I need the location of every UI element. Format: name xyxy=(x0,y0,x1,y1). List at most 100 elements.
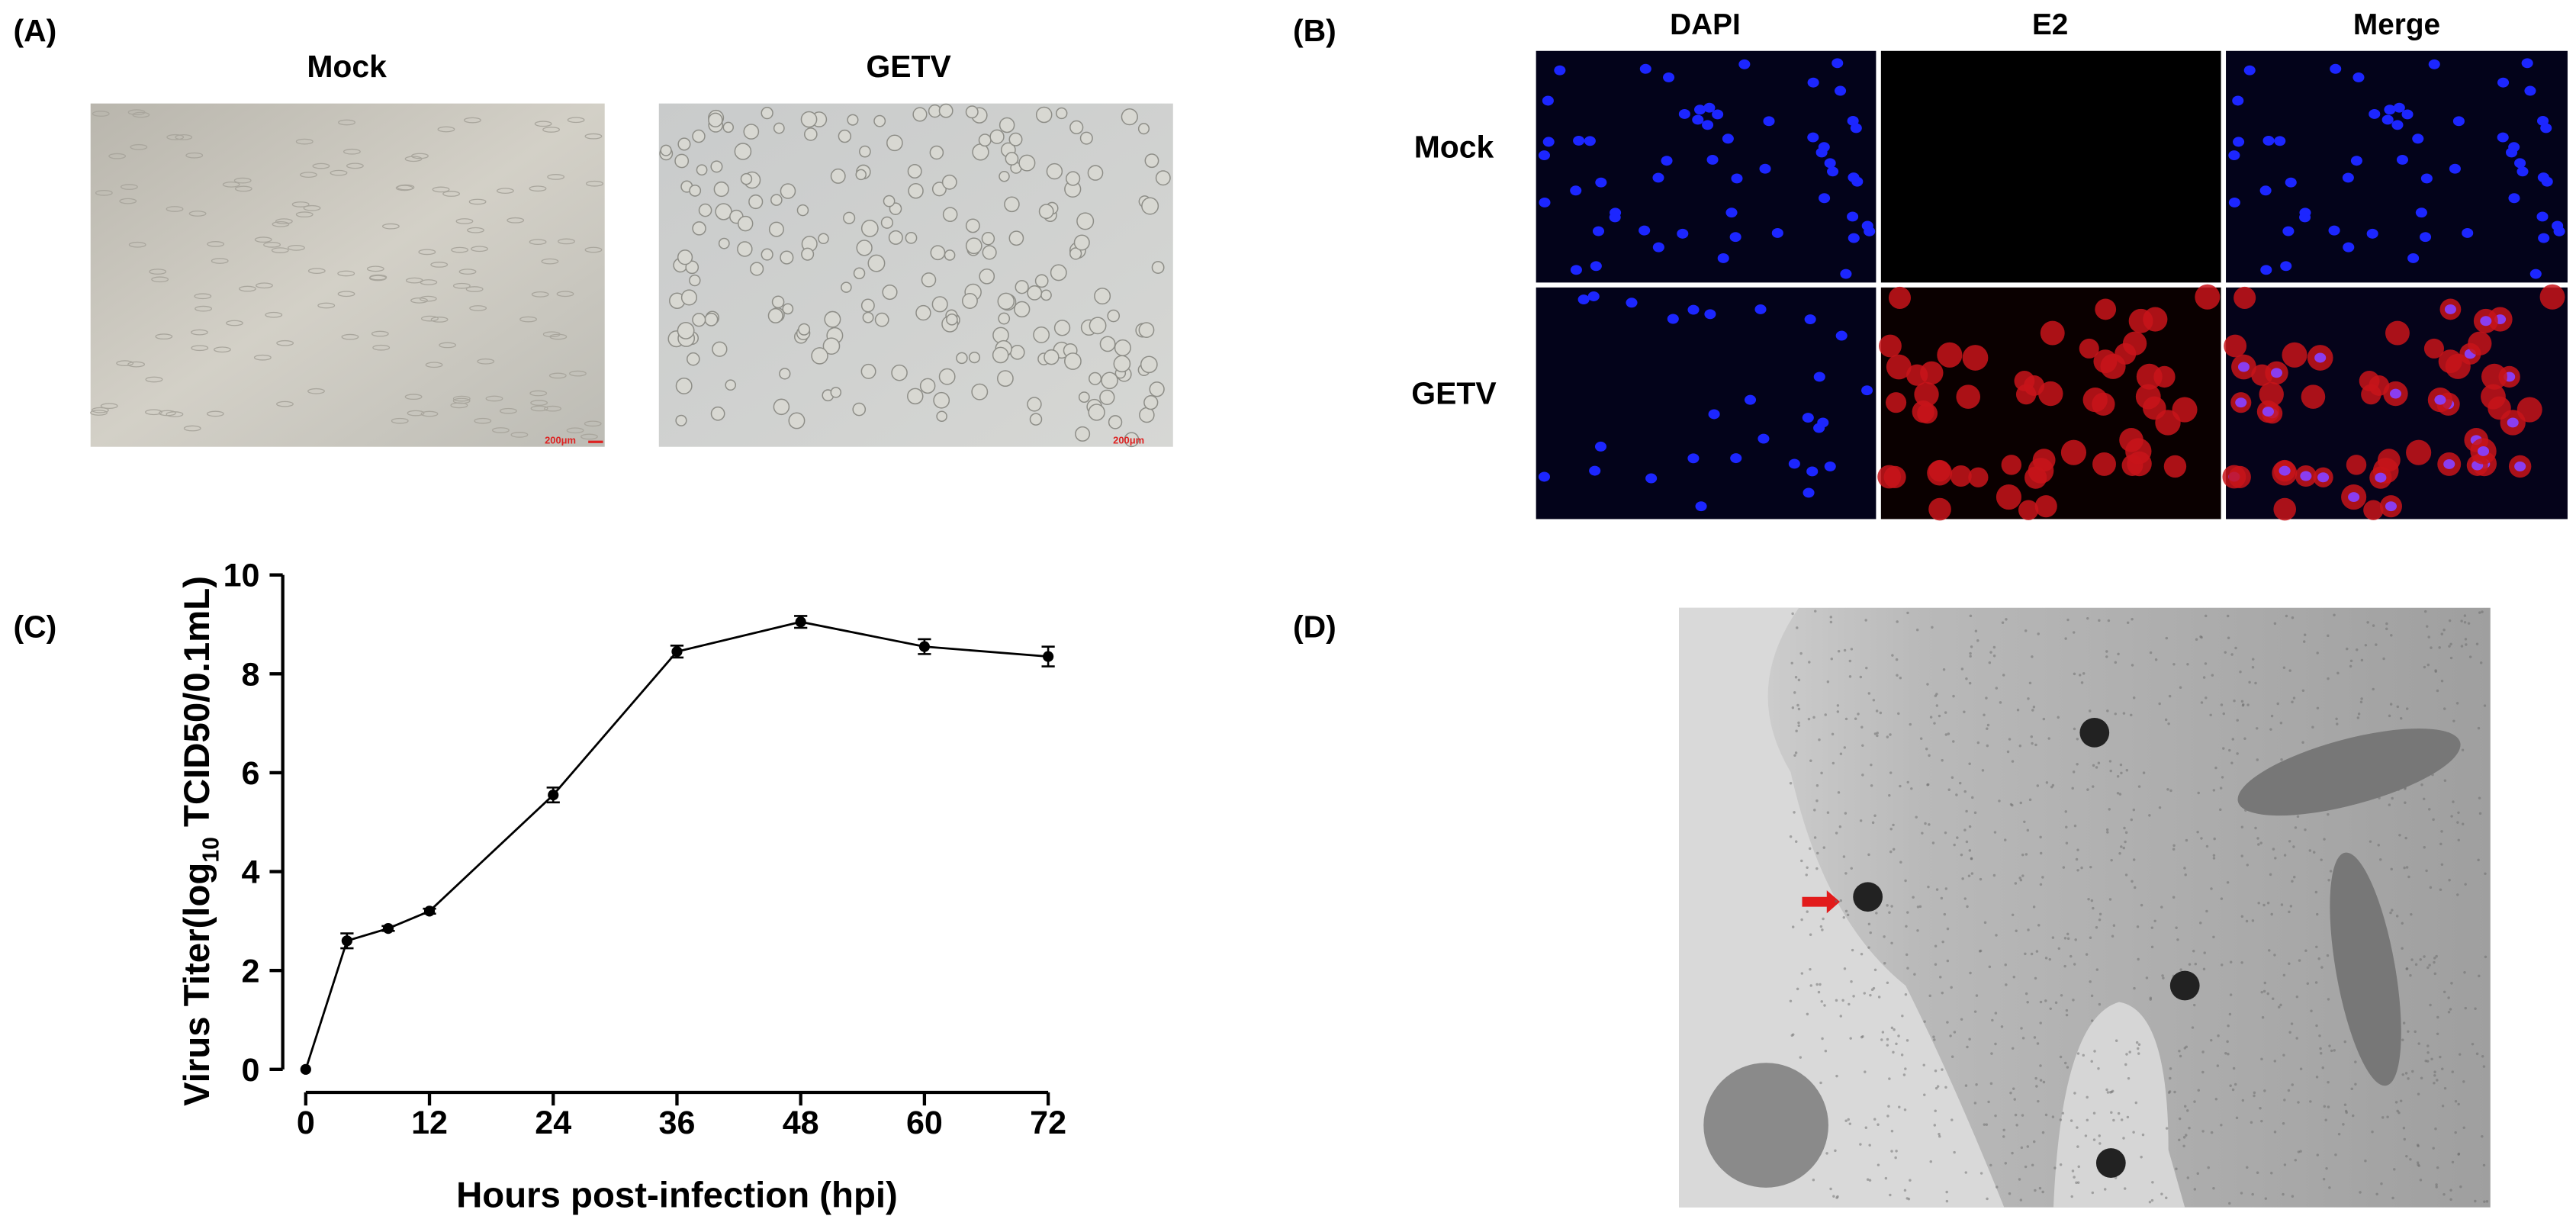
cell xyxy=(531,291,549,298)
cell xyxy=(295,211,314,218)
cell xyxy=(942,207,958,222)
em-grain xyxy=(1797,707,1801,711)
nucleus xyxy=(2235,397,2247,408)
em-grain xyxy=(1935,888,1939,891)
em-grain xyxy=(1968,849,1972,852)
em-grain xyxy=(1946,959,1950,963)
em-grain xyxy=(2449,1008,2452,1011)
cell xyxy=(404,394,423,400)
em-grain xyxy=(2236,752,2239,755)
nucleus xyxy=(2385,501,2397,512)
em-grain xyxy=(2130,818,2134,822)
em-grain xyxy=(2200,701,2204,704)
cell xyxy=(465,286,484,292)
em-grain xyxy=(2028,798,2032,802)
em-grain xyxy=(1815,867,1819,870)
em-grain xyxy=(2021,853,2024,857)
cell xyxy=(962,293,978,309)
em-grain xyxy=(1848,1122,1852,1125)
em-grain xyxy=(1876,734,1879,738)
em-grain xyxy=(1839,1015,1842,1018)
em-grain xyxy=(2403,1137,2406,1141)
em-grain xyxy=(2436,1079,2439,1082)
em-grain xyxy=(2426,1051,2430,1054)
em-grain xyxy=(2388,714,2391,718)
x-tick-label: 0 xyxy=(297,1105,315,1141)
em-grain xyxy=(2168,694,2172,698)
em-grain xyxy=(2078,674,2082,677)
nucleus xyxy=(2232,95,2244,106)
em-grain xyxy=(1986,727,1989,730)
cell xyxy=(1089,372,1102,385)
nucleus xyxy=(2517,166,2529,177)
cell xyxy=(852,402,867,417)
nucleus xyxy=(1712,109,1724,120)
em-grain xyxy=(2074,938,2077,941)
em-grain xyxy=(2326,954,2330,957)
em-grain xyxy=(1970,857,1973,860)
em-grain xyxy=(2256,727,2259,730)
em-grain xyxy=(1996,1185,1999,1189)
em-grain xyxy=(2391,1196,2394,1200)
em-grain xyxy=(1812,716,1815,719)
em-grain xyxy=(2031,741,2034,745)
em-grain xyxy=(1995,687,1999,690)
em-grain xyxy=(2073,1092,2076,1095)
em-grain xyxy=(2254,681,2257,685)
cell xyxy=(207,241,225,247)
em-grain xyxy=(2352,1114,2355,1118)
cell xyxy=(830,387,842,398)
cell xyxy=(873,114,886,127)
em-grain xyxy=(1927,885,1930,889)
cell xyxy=(698,203,712,217)
nucleus xyxy=(1763,116,1775,127)
em-grain xyxy=(2111,1089,2115,1093)
em-grain xyxy=(2119,763,2123,767)
nucleus xyxy=(1694,105,1706,115)
cell xyxy=(715,203,732,220)
em-grain xyxy=(1909,1179,1912,1182)
em-grain xyxy=(2098,619,2101,622)
em-grain xyxy=(2196,830,2199,834)
em-grain xyxy=(2179,686,2182,689)
nucleus xyxy=(1609,212,1621,223)
nucleus xyxy=(2342,172,2354,183)
cell xyxy=(818,233,829,245)
em-grain xyxy=(1806,1012,1809,1016)
cell xyxy=(905,231,918,244)
nucleus xyxy=(2317,472,2330,483)
em-grain xyxy=(2474,1199,2477,1203)
em-grain xyxy=(2169,1067,2172,1070)
nucleus xyxy=(2237,362,2250,372)
em-grain xyxy=(1934,1069,1938,1073)
em-grain xyxy=(2106,709,2109,713)
em-grain xyxy=(2211,674,2214,677)
nucleus xyxy=(1570,185,1582,196)
em-grain xyxy=(2214,766,2217,770)
cell xyxy=(761,248,773,261)
em-grain xyxy=(1886,1115,1889,1118)
em-grain xyxy=(1963,828,1967,832)
cell xyxy=(888,230,903,245)
em-grain xyxy=(1953,843,1956,847)
em-grain xyxy=(2045,781,2049,784)
cell xyxy=(191,345,209,352)
cell xyxy=(291,201,310,207)
em-grain xyxy=(2273,954,2276,957)
panel-label: (C) xyxy=(14,609,57,644)
cell xyxy=(1056,107,1068,120)
em-grain xyxy=(2089,865,2092,869)
em-grain xyxy=(2005,618,2008,621)
cell xyxy=(680,289,698,306)
cell xyxy=(233,177,252,184)
em-grain xyxy=(2441,1105,2445,1108)
cell xyxy=(965,218,980,233)
cell xyxy=(276,339,294,346)
em-grain xyxy=(2481,1134,2484,1138)
em-grain xyxy=(2169,1076,2172,1080)
em-grain xyxy=(2440,632,2443,635)
cell xyxy=(880,216,894,229)
cell xyxy=(929,145,944,160)
em-grain xyxy=(2044,957,2048,960)
em-grain xyxy=(2405,1154,2408,1158)
